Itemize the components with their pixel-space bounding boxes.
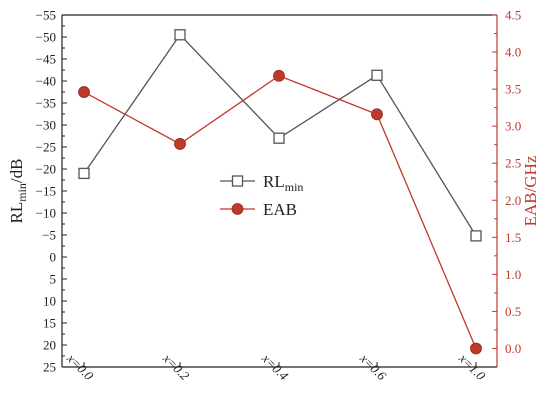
left-tick-label: 25 — [43, 360, 56, 375]
rl-min-point — [371, 69, 383, 81]
legend-rl-label-sub: min — [285, 180, 304, 194]
legend-eab-marker — [231, 203, 244, 215]
left-tick-label: −55 — [36, 8, 56, 23]
eab-point — [174, 138, 186, 150]
right-tick-label: 0.0 — [505, 341, 521, 356]
left-axis-label-tail: /dB — [7, 159, 26, 184]
left-tick-label: −5 — [42, 228, 56, 243]
eab-point — [273, 69, 285, 82]
right-tick-label: 3.0 — [505, 119, 521, 134]
right-tick-label: 2.0 — [505, 193, 521, 208]
rl-min-point — [273, 132, 285, 144]
eab-point — [78, 86, 90, 98]
right-tick-label: 1.0 — [505, 267, 521, 282]
left-tick-label: 10 — [43, 294, 56, 309]
right-axis-ticks: 0.0 0.5 1.0 1.5 2.0 2.5 3.0 3.5 4.0 4.5 — [492, 8, 521, 356]
left-tick-label: −20 — [36, 162, 56, 177]
legend-eab-label: EAB — [263, 200, 297, 219]
eab-point — [371, 108, 383, 121]
rl-min-point — [470, 230, 482, 242]
left-tick-label: −15 — [36, 184, 56, 199]
left-tick-label: −25 — [36, 140, 56, 155]
left-axis-label-sub: min — [15, 183, 29, 202]
right-tick-label: 0.5 — [505, 304, 521, 319]
left-tick-label: 20 — [43, 338, 56, 353]
left-axis-ticks: 25 20 15 10 5 0 −5 −10 −15 −20 −25 −30 −35 −40 −45 −50 −… — [36, 8, 67, 375]
left-tick-label: 0 — [50, 250, 57, 265]
left-tick-label: −30 — [36, 118, 56, 133]
left-axis-label: RLmin/dB — [7, 159, 29, 224]
left-tick-label: 5 — [50, 272, 57, 287]
right-tick-label: 1.5 — [505, 230, 521, 245]
right-tick-label: 4.5 — [505, 8, 521, 23]
left-tick-label: −50 — [36, 30, 56, 45]
right-tick-label: 2.5 — [505, 156, 521, 171]
rl-min-point — [78, 167, 90, 180]
legend-rl-label-main: RL — [263, 172, 285, 191]
axes — [61, 14, 498, 368]
left-tick-label: 15 — [43, 316, 56, 331]
right-tick-label: 4.0 — [505, 45, 521, 60]
right-tick-label: 3.5 — [505, 82, 521, 97]
left-tick-label: −40 — [36, 74, 56, 89]
legend-rl-label: RLmin — [263, 172, 303, 194]
left-tick-label: −45 — [36, 52, 56, 67]
left-tick-label: −10 — [36, 206, 56, 221]
right-axis-label: EAB/GHz — [521, 155, 540, 226]
left-axis-label-main: RL — [7, 202, 26, 224]
legend: RLmin EAB — [220, 172, 303, 219]
eab-point — [470, 342, 482, 355]
legend-rl-marker — [231, 175, 244, 187]
rl-min-point — [174, 29, 186, 41]
series-layer — [78, 29, 482, 355]
left-tick-label: −35 — [36, 96, 56, 111]
